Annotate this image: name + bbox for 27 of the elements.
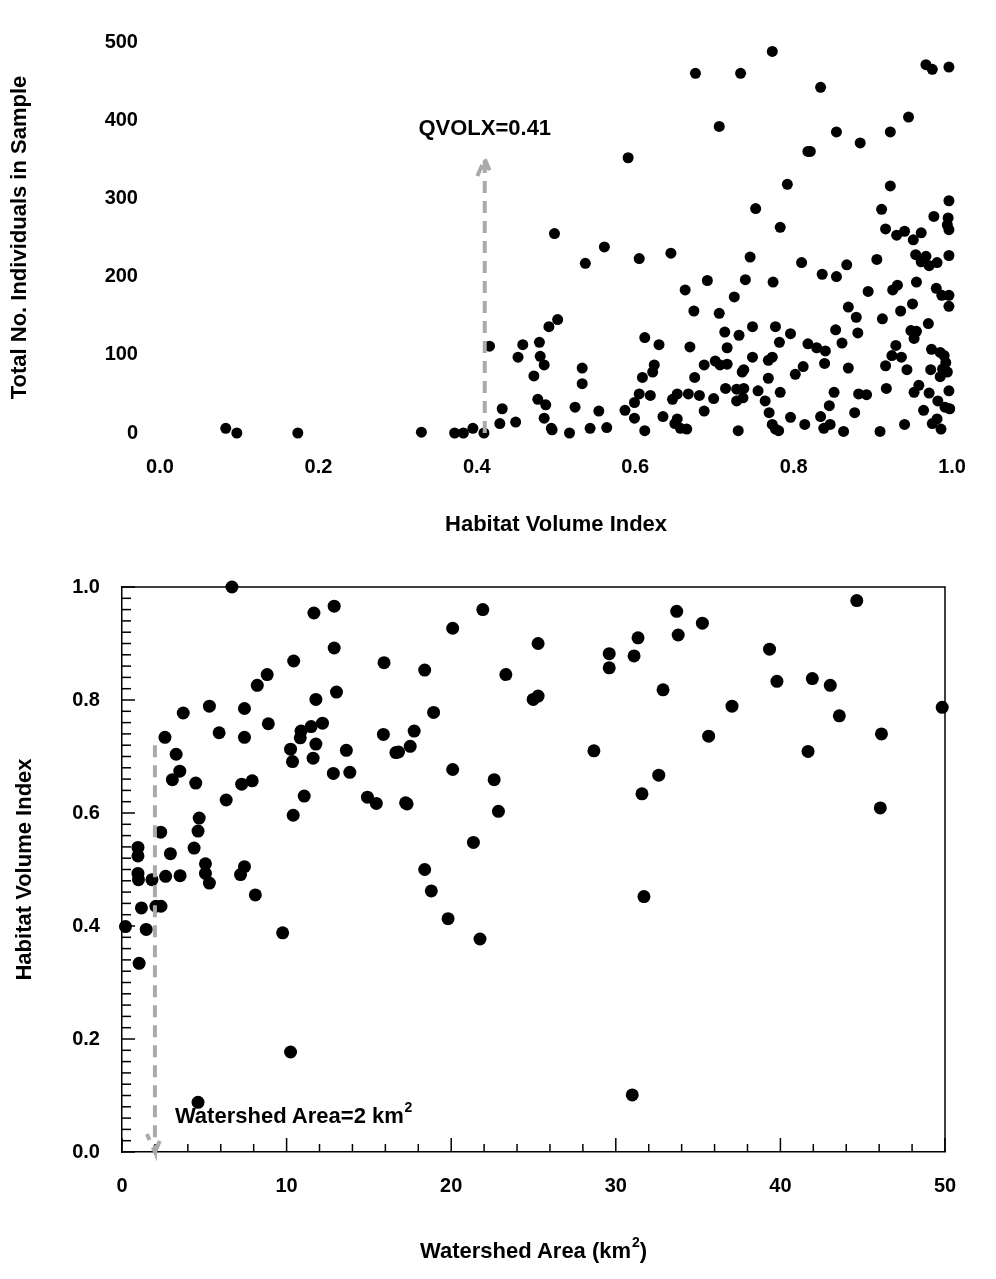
y-axis-title: Habitat Volume Index <box>11 757 37 981</box>
x-tick-label: 30 <box>604 1173 627 1196</box>
y-tick-label: 0.0 <box>72 1139 100 1162</box>
y-tick-label: 200 <box>104 264 138 287</box>
x-tick-label: 10 <box>275 1173 298 1196</box>
x-tick-label: 40 <box>769 1173 792 1196</box>
y-tick-label: 100 <box>104 342 138 365</box>
y-tick-label: 1.0 <box>72 574 100 597</box>
y-tick-label: 400 <box>104 107 138 130</box>
x-tick-label: 20 <box>440 1173 463 1196</box>
y-tick-label: 0.2 <box>72 1026 100 1049</box>
x-tick-label: 1.0 <box>938 454 966 477</box>
x-tick-label: 0.4 <box>462 454 492 477</box>
x-tick-label: 50 <box>933 1173 957 1196</box>
x-tick-label: 0.2 <box>304 454 333 477</box>
x-tick-label: 0.8 <box>779 454 808 477</box>
x-tick-label: 0.0 <box>146 454 174 477</box>
x-tick-label: 0.6 <box>621 454 650 477</box>
y-tick-label: 0.4 <box>72 913 101 936</box>
ref-line-label: QVOLX=0.41 <box>418 115 552 141</box>
y-tick-label: 500 <box>104 29 138 52</box>
y-tick-label: 0.6 <box>72 800 100 823</box>
x-axis-title: Habitat Volume Index <box>445 511 668 537</box>
y-tick-label: 0 <box>126 420 138 443</box>
y-tick-label: 300 <box>104 185 138 208</box>
y-axis-title: Total No. Individuals in Sample <box>6 75 32 400</box>
y-tick-label: 0.8 <box>72 687 100 710</box>
